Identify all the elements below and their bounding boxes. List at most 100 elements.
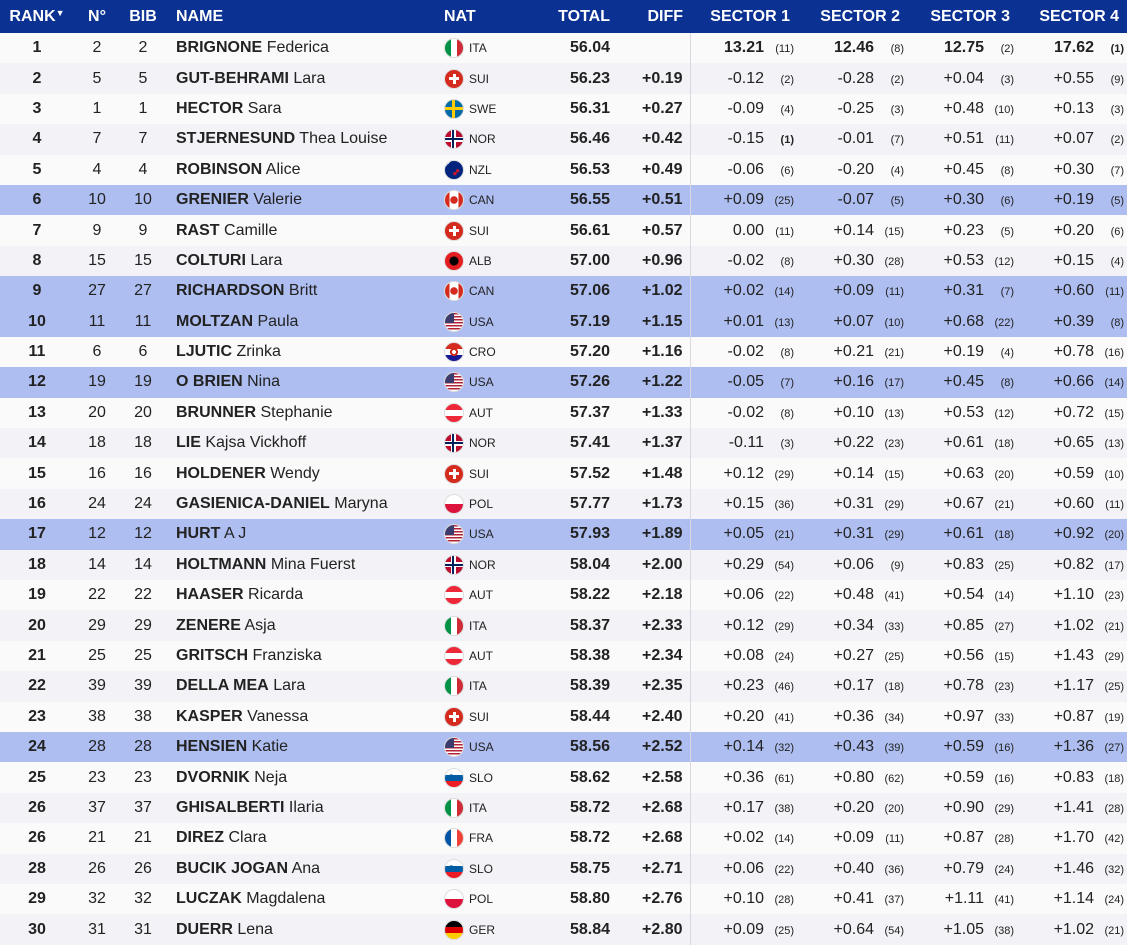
athlete-name[interactable]: HENSIEN Katie — [166, 732, 432, 762]
athlete-name[interactable]: GRENIER Valerie — [166, 185, 432, 215]
sector-1-rank-cell: (8) — [764, 337, 798, 367]
sector-1-rank: (8) — [780, 255, 794, 268]
nation-cell: NOR — [432, 124, 532, 154]
rank-cell: 17 — [28, 525, 46, 543]
athlete-name[interactable]: LJUTIC Zrinka — [166, 337, 432, 367]
table-row[interactable]: 12 19 19 O BRIEN Nina USA 57.26 +1.22 -0.… — [0, 367, 1128, 398]
table-row[interactable]: 7 9 9 RAST Camille SUI 56.61 +0.57 0.00 (… — [0, 215, 1128, 246]
athlete-name[interactable]: STJERNESUND Thea Louise — [166, 124, 432, 154]
table-row[interactable]: 26 37 37 GHISALBERTI Ilaria ITA 58.72 +2… — [0, 792, 1128, 824]
sector-3-rank: (12) — [994, 255, 1015, 268]
athlete-name[interactable]: HURT A J — [166, 519, 432, 549]
table-row[interactable]: 22 39 39 DELLA MEA Lara ITA 58.39 +2.35 +… — [0, 671, 1128, 702]
athlete-name[interactable]: LIE Kajsa Vickhoff — [166, 428, 432, 458]
athlete-name[interactable]: KASPER Vanessa — [166, 702, 432, 732]
athlete-name[interactable]: DUERR Lena — [166, 914, 432, 944]
diff-time: +2.18 — [610, 580, 691, 611]
header-bib[interactable]: BIB — [129, 7, 157, 25]
athlete-name[interactable]: HAASER Ricarda — [166, 580, 432, 610]
sector-4-rank: (14) — [1104, 377, 1125, 390]
table-row[interactable]: 9 27 27 RICHARDSON Britt CAN 57.06 +1.02… — [0, 276, 1128, 307]
table-row[interactable]: 1 2 2 BRIGNONE Federica ITA 56.04 13.21 … — [0, 33, 1128, 64]
sector-3-rank: (6) — [1000, 195, 1015, 208]
athlete-name[interactable]: DELLA MEA Lara — [166, 671, 432, 701]
athlete-name[interactable]: DIREZ Clara — [166, 823, 432, 853]
header-sector-3[interactable]: SECTOR 3 — [930, 7, 1011, 25]
athlete-name[interactable]: RAST Camille — [166, 215, 432, 245]
athlete-name[interactable]: HOLTMANN Mina Fuerst — [166, 550, 432, 580]
table-row[interactable]: 2 5 5 GUT-BEHRAMI Lara SUI 56.23 +0.19 -0… — [0, 63, 1128, 94]
athlete-last-name: HOLDENER — [176, 464, 266, 482]
table-row[interactable]: 23 38 38 KASPER Vanessa SUI 58.44 +2.40 +… — [0, 701, 1128, 732]
table-row[interactable]: 24 28 28 HENSIEN Katie USA 58.56 +2.52 +0… — [0, 731, 1128, 763]
nation-code: AUT — [469, 649, 493, 663]
start-number-cell: 12 — [88, 525, 106, 543]
athlete-name[interactable]: BUCIK JOGAN Ana — [166, 854, 432, 884]
table-row[interactable]: 13 20 20 BRUNNER Stephanie AUT 57.37 +1.… — [0, 397, 1128, 429]
athlete-last-name: DIREZ — [176, 829, 224, 847]
sector-3-rank-cell: (2) — [984, 33, 1018, 63]
table-row[interactable]: 10 11 11 MOLTZAN Paula USA 57.19 +1.15 +0… — [0, 306, 1128, 337]
athlete-name[interactable]: ROBINSON Alice — [166, 155, 432, 185]
table-row[interactable]: 8 15 15 COLTURI Lara ALB 57.00 +0.96 -0.0… — [0, 245, 1128, 277]
athlete-name[interactable]: GUT-BEHRAMI Lara — [166, 63, 432, 93]
diff-time: +0.96 — [610, 245, 691, 277]
header-name[interactable]: NAME — [176, 7, 224, 25]
athlete-name[interactable]: BRIGNONE Federica — [166, 33, 432, 63]
table-row[interactable]: 4 7 7 STJERNESUND Thea Louise NOR 56.46 … — [0, 124, 1128, 155]
header-sector-1[interactable]: SECTOR 1 — [710, 7, 791, 25]
table-row[interactable]: 5 4 4 ROBINSON Alice NZL 56.53 +0.49 -0.0… — [0, 154, 1128, 185]
bib-cell: 10 — [134, 191, 152, 209]
athlete-name[interactable]: RICHARDSON Britt — [166, 276, 432, 306]
table-row[interactable]: 17 12 12 HURT A J USA 57.93 +1.89 +0.05 (… — [0, 519, 1128, 550]
table-row[interactable]: 20 29 29 ZENERE Asja ITA 58.37 +2.33 +0.1… — [0, 610, 1128, 641]
rank-cell: 4 — [32, 130, 42, 148]
sector-3-rank-cell: (28) — [984, 823, 1018, 853]
header-total[interactable]: TOTAL — [558, 7, 610, 25]
header-sector-2[interactable]: SECTOR 2 — [820, 7, 901, 25]
athlete-name[interactable]: DVORNIK Neja — [166, 762, 432, 792]
athlete-last-name: HENSIEN — [176, 738, 248, 756]
table-row[interactable]: 26 21 21 DIREZ Clara FRA 58.72 +2.68 +0.0… — [0, 823, 1128, 854]
athlete-name[interactable]: LUCZAK Magdalena — [166, 884, 432, 914]
sector-4-rank: (3) — [1110, 103, 1125, 116]
sector-1-rank: (22) — [774, 863, 794, 876]
athlete-name[interactable]: COLTURI Lara — [166, 246, 432, 276]
table-row[interactable]: 19 22 22 HAASER Ricarda AUT 58.22 +2.18 +… — [0, 580, 1128, 611]
athlete-name[interactable]: O BRIEN Nina — [166, 367, 432, 397]
athlete-name[interactable]: GHISALBERTI Ilaria — [166, 793, 432, 823]
table-row[interactable]: 25 23 23 DVORNIK Neja SLO 58.62 +2.58 +0.… — [0, 762, 1128, 793]
header-rank[interactable]: RANK▼ — [9, 7, 65, 25]
table-row[interactable]: 11 6 6 LJUTIC Zrinka CRO 57.20 +1.16 -0.0… — [0, 336, 1128, 368]
table-row[interactable]: 3 1 1 HECTOR Sara SWE 56.31 +0.27 -0.09 (… — [0, 93, 1128, 125]
total-time: 56.55 — [569, 191, 610, 209]
athlete-name[interactable]: ZENERE Asja — [166, 610, 432, 640]
header-nat[interactable]: NAT — [444, 7, 476, 25]
sector-4-rank: (24) — [1104, 894, 1125, 907]
table-row[interactable]: 16 24 24 GASIENICA-DANIEL Maryna POL 57.… — [0, 488, 1128, 520]
athlete-name[interactable]: GASIENICA-DANIEL Maryna — [166, 489, 432, 519]
athlete-name[interactable]: HECTOR Sara — [166, 94, 432, 124]
athlete-name[interactable]: BRUNNER Stephanie — [166, 398, 432, 428]
nation-cell: POL — [432, 884, 532, 914]
sector-3-rank: (3) — [1000, 73, 1015, 86]
diff-time: +1.15 — [610, 306, 691, 337]
header-diff[interactable]: DIFF — [647, 7, 683, 25]
table-row[interactable]: 14 18 18 LIE Kajsa Vickhoff NOR 57.41 +1… — [0, 428, 1128, 459]
sector-3-time: +0.59 — [943, 738, 985, 756]
header-no[interactable]: N° — [88, 7, 106, 25]
athlete-name[interactable]: MOLTZAN Paula — [166, 307, 432, 337]
diff-time: +2.80 — [610, 914, 691, 945]
table-row[interactable]: 15 16 16 HOLDENER Wendy SUI 57.52 +1.48 +… — [0, 458, 1128, 489]
table-row[interactable]: 30 31 31 DUERR Lena GER 58.84 +2.80 +0.09… — [0, 914, 1128, 945]
nation-code: ITA — [469, 41, 487, 56]
header-sector-4[interactable]: SECTOR 4 — [1039, 7, 1120, 25]
athlete-name[interactable]: HOLDENER Wendy — [166, 458, 432, 488]
table-row[interactable]: 21 25 25 GRITSCH Franziska AUT 58.38 +2.… — [0, 640, 1128, 672]
table-row[interactable]: 18 14 14 HOLTMANN Mina Fuerst NOR 58.04 … — [0, 549, 1128, 581]
table-row[interactable]: 29 32 32 LUCZAK Magdalena POL 58.80 +2.7… — [0, 883, 1128, 915]
athlete-name[interactable]: GRITSCH Franziska — [166, 641, 432, 671]
table-row[interactable]: 6 10 10 GRENIER Valerie CAN 56.55 +0.51 +… — [0, 184, 1128, 216]
sector-1-time: 13.21 — [723, 39, 764, 57]
table-row[interactable]: 28 26 26 BUCIK JOGAN Ana SLO 58.75 +2.71… — [0, 853, 1128, 884]
